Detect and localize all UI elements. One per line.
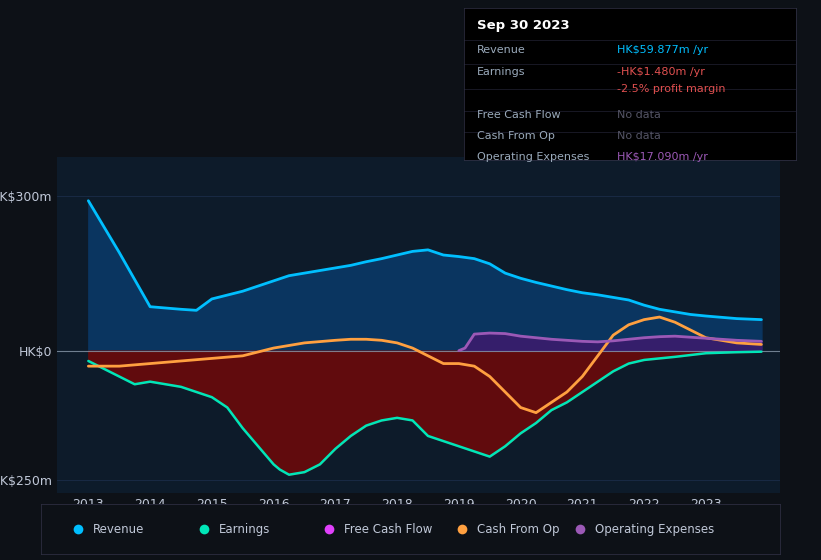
Text: HK$59.877m /yr: HK$59.877m /yr [617, 45, 708, 55]
Text: Cash From Op: Cash From Op [477, 131, 555, 141]
Text: -2.5% profit margin: -2.5% profit margin [617, 84, 725, 94]
Text: Operating Expenses: Operating Expenses [595, 522, 714, 536]
Text: No data: No data [617, 131, 661, 141]
Text: No data: No data [617, 110, 661, 120]
Text: Operating Expenses: Operating Expenses [477, 152, 589, 162]
Text: HK$17.090m /yr: HK$17.090m /yr [617, 152, 708, 162]
Text: -HK$1.480m /yr: -HK$1.480m /yr [617, 67, 704, 77]
Text: Cash From Op: Cash From Op [477, 522, 559, 536]
Text: Revenue: Revenue [477, 45, 526, 55]
Text: Earnings: Earnings [477, 67, 525, 77]
Text: Earnings: Earnings [218, 522, 270, 536]
Text: Free Cash Flow: Free Cash Flow [344, 522, 433, 536]
Text: Sep 30 2023: Sep 30 2023 [477, 19, 570, 32]
Text: Free Cash Flow: Free Cash Flow [477, 110, 561, 120]
Text: Revenue: Revenue [93, 522, 144, 536]
